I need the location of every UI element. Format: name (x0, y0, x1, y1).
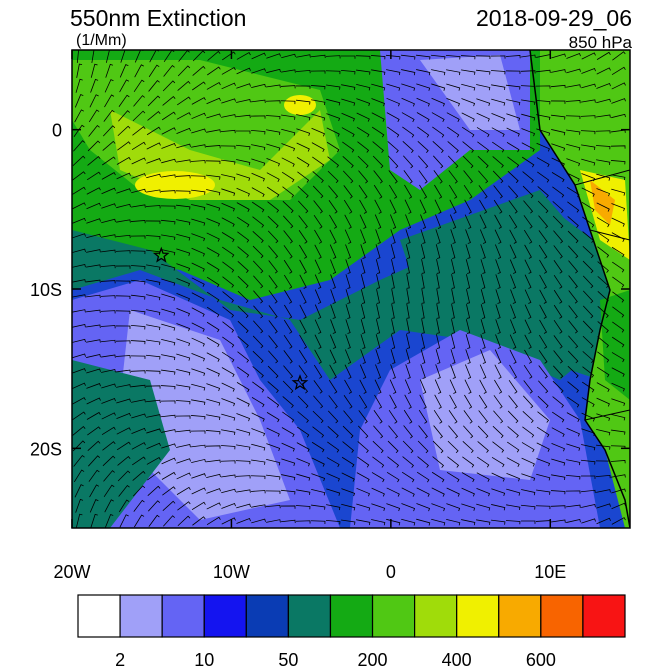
colorbar-label: 50 (278, 650, 298, 667)
colorbar-label: 400 (442, 650, 472, 667)
lon-label: 0 (386, 562, 396, 582)
level: 850 hPa (569, 33, 633, 52)
colorbar-box (287, 594, 332, 638)
colorbar-box (414, 594, 458, 638)
units: (1/Mm) (76, 32, 127, 49)
date: 2018-09-29_06 (476, 5, 632, 31)
colorbar-label: 600 (526, 650, 556, 667)
colorbar-box (329, 594, 374, 638)
station-marker (291, 374, 309, 391)
colorbar-box (498, 594, 542, 638)
colorbar-box (371, 594, 416, 638)
colorbar-box (161, 594, 205, 638)
lon-label: 10E (534, 562, 566, 582)
colorbar-box (77, 594, 121, 638)
colorbar-box (582, 594, 626, 638)
lon-label: 20W (53, 562, 90, 582)
colorbar-box (456, 594, 500, 638)
lon-label: 10W (213, 562, 250, 582)
field (72, 50, 630, 528)
colorbar-label: 10 (194, 650, 214, 667)
colorbar-box (245, 594, 289, 638)
colorbar-box (540, 594, 584, 638)
title: 550nm Extinction (70, 5, 246, 31)
colorbar-label: 2 (115, 650, 125, 667)
lat-label: 0 (52, 121, 62, 141)
colorbar-label: 200 (358, 650, 388, 667)
colorbar-box (119, 594, 163, 638)
lat-label: 20S (30, 439, 62, 459)
station-marker (152, 246, 170, 263)
lat-label: 10S (30, 280, 62, 300)
colorbar-box (203, 594, 247, 638)
